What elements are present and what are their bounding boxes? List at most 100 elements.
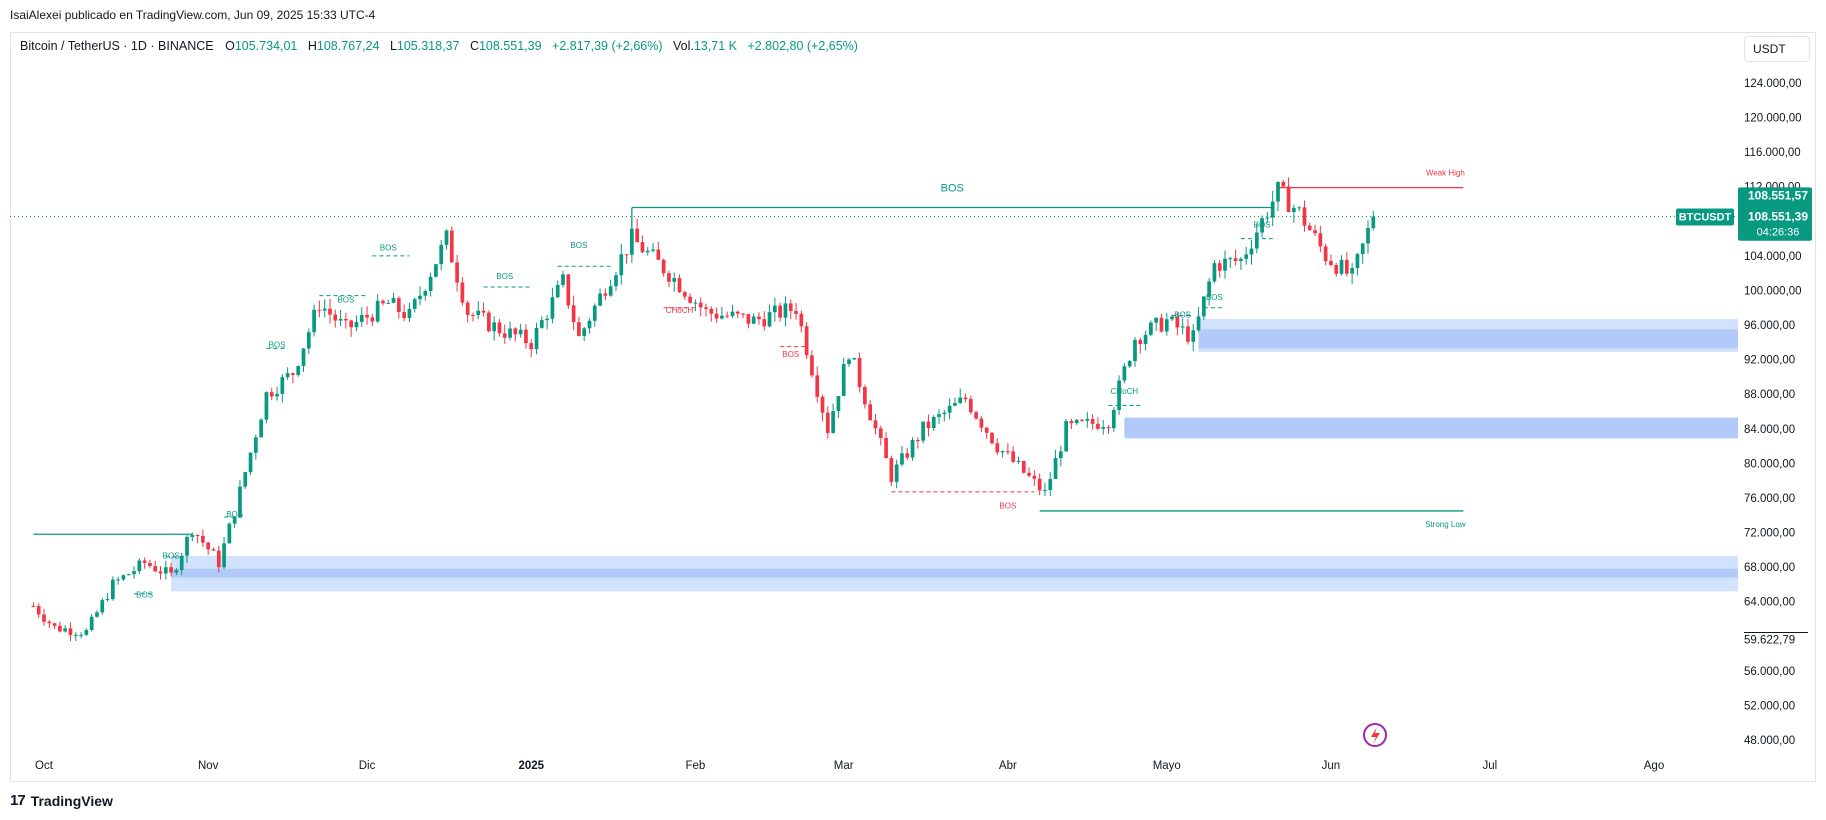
candle-body xyxy=(1000,451,1005,453)
candle-body xyxy=(1355,254,1360,269)
candle xyxy=(248,452,253,476)
candle xyxy=(905,447,910,461)
candle xyxy=(1064,418,1068,452)
candle xyxy=(1043,482,1047,497)
candle xyxy=(116,576,120,585)
candle xyxy=(677,274,682,294)
candle xyxy=(1307,222,1312,231)
price-tick-label: 64.000,00 xyxy=(1744,597,1795,609)
price-tick-label: 76.000,00 xyxy=(1744,493,1795,505)
candle xyxy=(63,625,68,633)
candle-body xyxy=(1217,263,1222,271)
candle xyxy=(693,299,698,312)
candle-body xyxy=(126,574,131,576)
candle xyxy=(635,218,640,243)
candle xyxy=(227,522,232,544)
candle xyxy=(624,254,629,264)
candle-body xyxy=(513,328,518,335)
candle xyxy=(132,566,136,579)
candle-body xyxy=(1297,207,1302,209)
candle xyxy=(1101,419,1106,435)
candle xyxy=(1016,456,1021,464)
volume-value: 13,71 K xyxy=(693,39,737,53)
candle-body xyxy=(984,427,989,433)
candle xyxy=(359,307,364,327)
candle xyxy=(741,312,745,319)
candle xyxy=(995,438,1000,456)
candle-body xyxy=(534,327,539,350)
demand-zone-core xyxy=(1124,417,1738,439)
candle-body xyxy=(1371,216,1376,229)
publisher-line: IsaiAlexei publicado en TradingView.com,… xyxy=(10,8,376,22)
candle-body xyxy=(63,628,68,632)
candle-body xyxy=(375,300,380,322)
candle-body xyxy=(651,249,655,251)
candle xyxy=(291,372,295,384)
candle xyxy=(322,299,327,318)
candle-body xyxy=(561,274,565,286)
price-tick-label: 96.000,00 xyxy=(1744,320,1795,332)
tradingview-brand[interactable]: 17 TradingView xyxy=(10,792,113,809)
candle-body xyxy=(444,230,449,245)
candle xyxy=(820,394,825,422)
candle-body xyxy=(915,439,920,441)
candle-body xyxy=(587,320,592,329)
candle-body xyxy=(1106,427,1111,429)
candle-body xyxy=(1270,201,1275,218)
candle-body xyxy=(614,275,618,287)
candle-body xyxy=(894,464,899,482)
candle xyxy=(974,410,978,420)
candle xyxy=(1329,254,1333,267)
candle-body xyxy=(767,312,772,327)
candle-body xyxy=(804,326,809,356)
candle-body xyxy=(635,228,640,243)
price-tick-label: 80.000,00 xyxy=(1744,458,1795,470)
candle xyxy=(778,302,783,322)
candle-body xyxy=(582,328,587,336)
lightning-icon[interactable] xyxy=(1363,723,1387,747)
candle xyxy=(878,425,883,446)
candle xyxy=(608,279,613,297)
candle-body xyxy=(137,560,142,572)
candle-body xyxy=(630,228,634,255)
candle xyxy=(1344,252,1349,277)
candle xyxy=(884,432,888,459)
candle-body xyxy=(725,315,730,317)
candle-body xyxy=(110,579,115,600)
candle-body xyxy=(296,366,301,376)
candle-body xyxy=(291,373,295,376)
currency-selector[interactable]: USDT xyxy=(1744,36,1810,62)
candle xyxy=(1334,262,1339,277)
candle xyxy=(953,397,957,407)
candle xyxy=(1006,443,1010,455)
candle xyxy=(1159,313,1164,333)
candle xyxy=(1085,411,1090,428)
volume-change-value: +2.802,80 (+2,65%) xyxy=(747,39,858,53)
candle-body xyxy=(264,392,269,420)
candle-body xyxy=(1011,451,1016,462)
candle-body xyxy=(1058,451,1063,459)
candle xyxy=(169,562,173,577)
candle-body xyxy=(693,302,698,304)
open-value: 105.734,01 xyxy=(234,39,298,53)
structure-label: BOS xyxy=(570,241,587,250)
structure-label: BOS xyxy=(1254,220,1271,229)
candle xyxy=(645,246,650,256)
candle-body xyxy=(1032,475,1037,479)
volume-key: Vol. xyxy=(673,39,694,53)
candle xyxy=(640,235,645,253)
candle xyxy=(153,560,158,573)
candle xyxy=(52,622,57,629)
candle-body xyxy=(248,452,253,473)
candle xyxy=(375,294,380,324)
symbol-legend[interactable]: Bitcoin / TetherUS · 1D · BINANCE O105.7… xyxy=(20,39,865,53)
candle xyxy=(1069,418,1074,429)
candle xyxy=(894,459,899,489)
candle xyxy=(725,311,730,319)
candle-body xyxy=(338,318,343,321)
candle-body xyxy=(306,332,311,349)
structure-label: BOS xyxy=(269,341,286,350)
candle xyxy=(958,388,963,405)
candle xyxy=(47,619,52,629)
